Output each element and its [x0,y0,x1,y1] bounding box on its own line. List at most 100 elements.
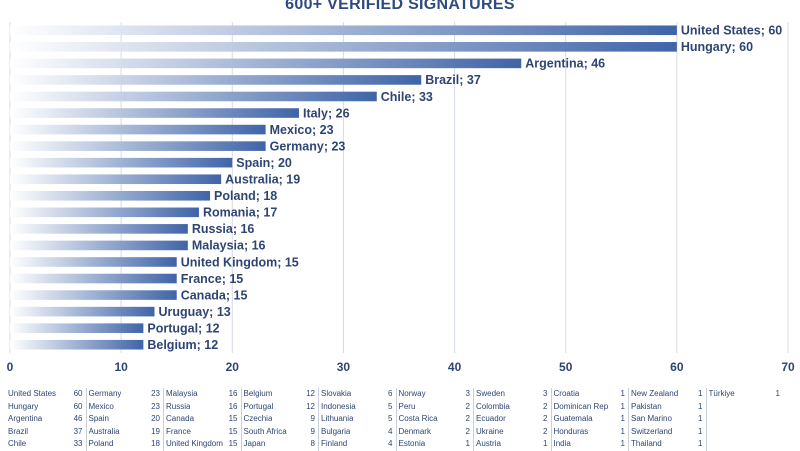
signature-count: 1 [698,439,703,449]
bar-malaysia [10,240,188,251]
grid-lines [9,22,789,353]
table-row: San Marino 1 [631,413,703,426]
bar-romania [10,207,199,218]
bars [10,25,677,350]
table-row: Portugal 12 [244,401,316,414]
table-row: Switzerland 1 [631,426,703,439]
table-column: United States 60 Hungary 60 Argentina 46 Brazi… [8,388,86,451]
x-tick-label: 50 [559,360,573,374]
signature-count: 18 [151,439,160,449]
country-name: Colombia [476,401,510,411]
bar-france [10,273,177,284]
country-name: Switzerland [631,426,673,436]
country-name: Costa Rica [398,414,438,424]
table-row: India 1 [554,438,626,451]
table-row: Mexico 23 [89,401,161,414]
bar-chart: United States; 60 Hungary; 60 Argentina; 4… [7,22,795,374]
signature-count: 1 [698,414,703,424]
signature-count: 1 [620,401,625,411]
table-row: Malaysia 16 [166,388,238,401]
country-name: Estonia [398,439,426,449]
bar-hungary [10,42,677,52]
bar-belgium [10,339,144,350]
table-row: Guatemala 1 [554,413,626,426]
signature-count: 2 [543,426,548,436]
table-row: Canada 15 [166,413,238,426]
country-name: Portugal [243,401,274,411]
signature-count: 1 [698,401,703,411]
signature-count: 12 [306,389,315,398]
country-name: India [553,439,571,449]
bar-data-label: Italy; 26 [303,106,350,120]
signature-count: 2 [543,401,548,411]
table-row: Germany 23 [89,388,161,401]
signature-count: 33 [73,439,83,449]
signature-count: 46 [73,414,83,424]
table-column: New Zealand 1 Pakistan 1 San Marino 1 Switzerl… [628,388,706,451]
country-name: New Zealand [631,389,679,398]
country-name: Guatemala [553,414,593,424]
table-column: Croatia 1 Dominican Rep 1 Guatemala 1 Honduras… [550,388,629,451]
bar-data-label: Poland; 18 [214,189,277,203]
bar-russia [10,224,188,234]
table-row: Dominican Rep 1 [554,401,626,414]
signature-count: 4 [388,426,393,436]
bar-data-label: Canada; 15 [181,288,248,302]
table-row: Colombia 2 [476,401,548,414]
table-row: Costa Rica 2 [399,413,471,426]
chart-title: 600+ VERIFIED SIGNATURES [285,0,515,13]
signature-count: 4 [388,439,393,449]
signature-count: 16 [228,401,238,411]
signature-count: 1 [543,439,548,449]
bar-data-label: Spain; 20 [236,156,292,170]
signature-count: 15 [228,426,238,436]
bar-data-label: Malaysia; 16 [192,239,266,253]
table-row: Russia 16 [166,401,238,414]
bar-data-label: Argentina; 46 [525,57,605,71]
x-tick-label: 30 [337,360,351,374]
table-row: United States 60 [8,388,83,401]
bar-data-label: Russia; 16 [192,222,255,236]
table-row: Peru 2 [399,401,471,414]
country-name: Russia [166,401,191,411]
bar-spain [10,157,233,168]
bar-mexico [10,124,266,135]
bar-data-label: Portugal; 12 [147,321,219,335]
table-row: Belgium 12 [244,388,316,401]
table-row: Finland 4 [321,438,393,451]
signature-count: 6 [388,389,393,398]
signature-count: 1 [620,414,625,424]
country-name: Croatia [553,389,580,398]
table-row: Chile 33 [8,438,83,451]
signature-count: 2 [465,426,470,436]
bar-data-label: United States; 60 [681,24,782,38]
x-tick-label: 10 [114,360,128,374]
table-row: Ecuador 2 [476,413,548,426]
table-row: Norway 3 [399,388,471,401]
table-row: Czechia 9 [244,413,316,426]
bar-united-states [10,25,677,36]
bar-data-label: France; 15 [181,272,244,286]
country-name: United States [8,389,57,398]
table-row: Australia 19 [89,426,161,439]
x-tick-label: 60 [670,360,684,374]
table-row: Denmark 2 [399,426,471,439]
country-name: Mexico [88,401,114,411]
signature-count: 1 [620,426,625,436]
signature-count: 37 [73,426,83,436]
bar-brazil [10,75,422,85]
signature-count: 3 [543,389,548,398]
signature-count: 1 [620,439,625,449]
table-column: Malaysia 16 Russia 16 Canada 15 France 15 United… [163,388,241,451]
country-name: San Marino [631,414,672,424]
signature-count: 1 [698,389,703,398]
signature-count: 1 [698,426,703,436]
table-row: Argentina 46 [8,413,83,426]
bar-data-label: Brazil; 37 [425,73,481,87]
table-row: Indonesia 5 [321,401,393,414]
bar-argentina [10,58,522,69]
country-name: Argentina [8,414,43,424]
table-row: Hungary 60 [8,401,83,414]
table-row: Spain 20 [89,413,161,426]
bar-labels: United States; 60 Hungary; 60 Argentina; 4… [147,24,782,352]
